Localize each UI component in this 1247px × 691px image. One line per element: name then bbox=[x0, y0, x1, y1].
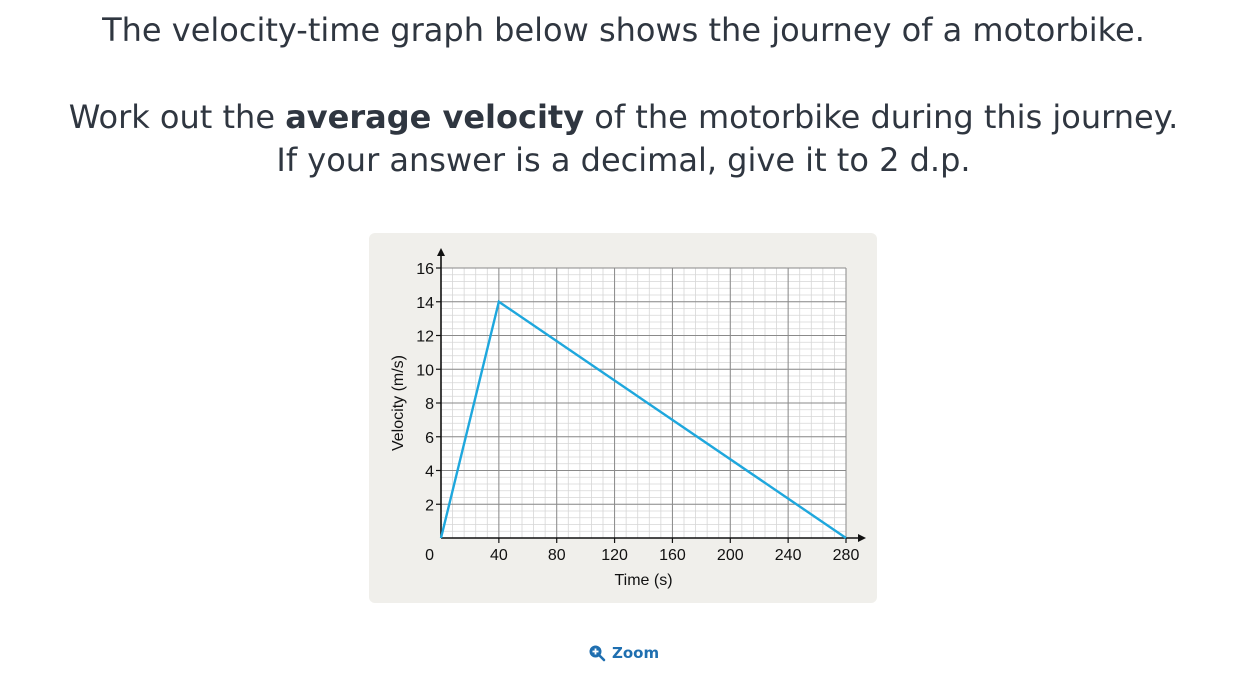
series-line-0 bbox=[439, 299, 847, 539]
x-axis-title: Time (s) bbox=[614, 572, 672, 589]
y-tick-label: 6 bbox=[425, 430, 434, 447]
y-tick-label: 14 bbox=[416, 295, 434, 312]
x-tick-label: 160 bbox=[659, 547, 686, 564]
zoom-button[interactable]: Zoom bbox=[588, 641, 659, 665]
y-tick-label: 16 bbox=[416, 261, 434, 278]
origin-label: 0 bbox=[425, 547, 434, 564]
velocity-time-graph-card: 40 80 120 160 200 240 280 2 4 6 8 10 12 14 16 0 Time (s)… bbox=[369, 233, 877, 603]
y-axis-arrow bbox=[437, 248, 445, 256]
y-tick-label: 12 bbox=[416, 329, 434, 346]
question-line-2-pre: Work out the bbox=[68, 98, 286, 136]
y-tick-label: 2 bbox=[425, 497, 434, 514]
question-line-1: The velocity-time graph below shows the … bbox=[102, 11, 1145, 49]
x-tick-label: 120 bbox=[601, 547, 628, 564]
x-tick-label: 200 bbox=[717, 547, 744, 564]
x-axis-arrow bbox=[858, 534, 866, 542]
question-line-2: Work out the average velocity of the mot… bbox=[0, 97, 1247, 137]
y-tick-label: 4 bbox=[425, 464, 434, 481]
zoom-in-icon bbox=[589, 645, 606, 662]
average-velocity-emphasis: average velocity bbox=[285, 98, 585, 136]
y-axis-title: Velocity (m/s) bbox=[390, 355, 407, 451]
x-tick-label: 80 bbox=[548, 547, 566, 564]
y-tick-label: 10 bbox=[416, 362, 434, 379]
y-tick-label: 8 bbox=[425, 396, 434, 413]
x-tick-label: 280 bbox=[833, 547, 860, 564]
x-tick-label: 240 bbox=[775, 547, 802, 564]
question-line-3: If your answer is a decimal, give it to … bbox=[276, 141, 971, 179]
question-line-2-post: of the motorbike during this journey. bbox=[584, 98, 1179, 136]
x-tick-label: 40 bbox=[490, 547, 508, 564]
zoom-label: Zoom bbox=[612, 644, 660, 662]
